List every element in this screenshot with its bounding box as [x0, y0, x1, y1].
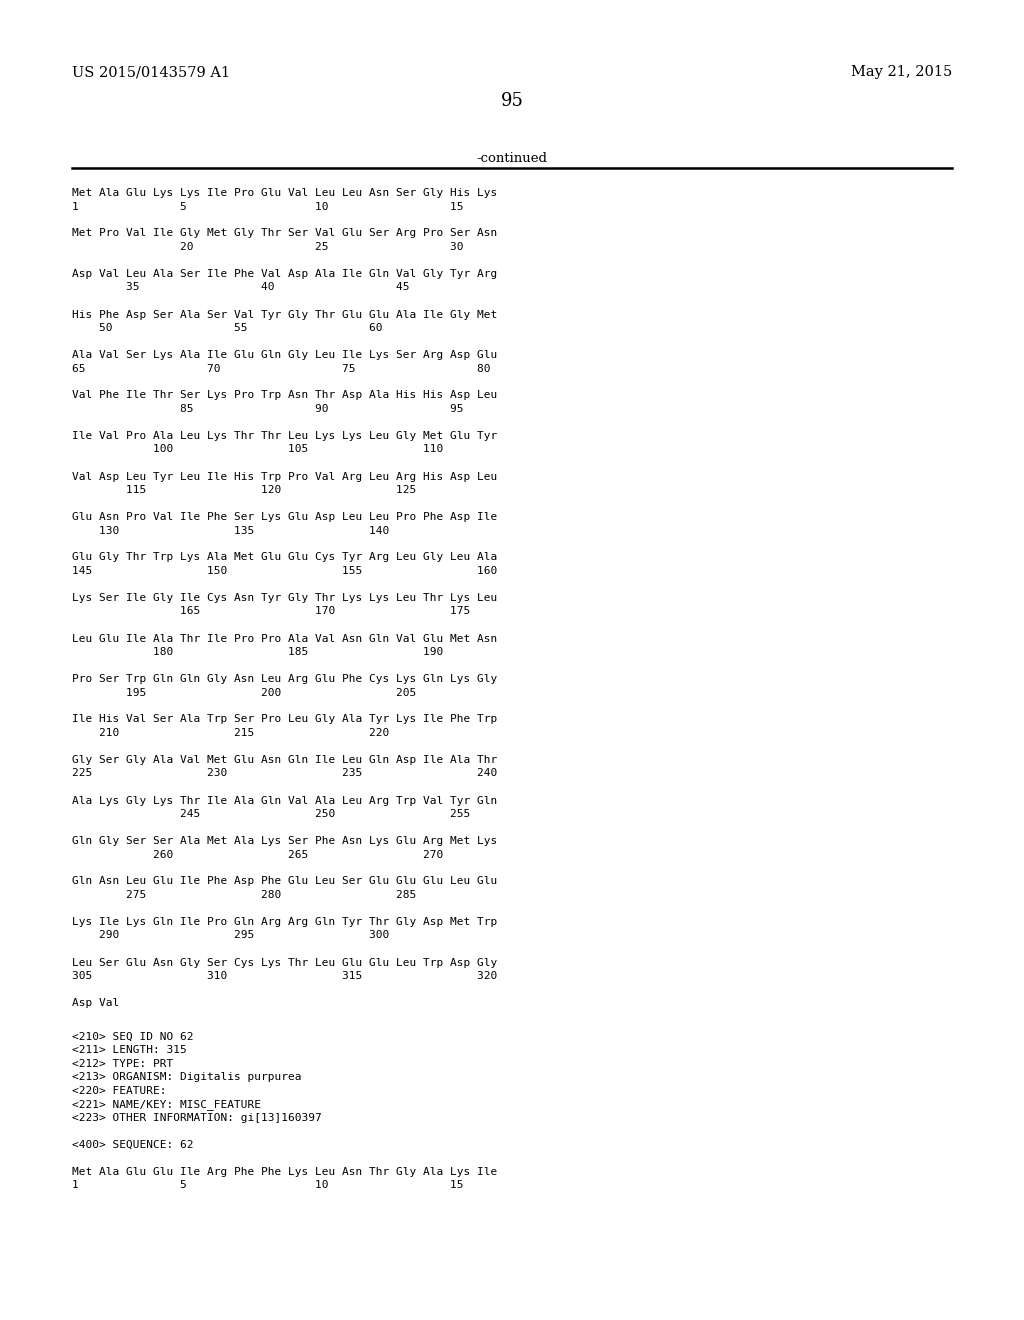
Text: Lys Ile Lys Gln Ile Pro Gln Arg Arg Gln Tyr Thr Gly Asp Met Trp: Lys Ile Lys Gln Ile Pro Gln Arg Arg Gln … [72, 917, 498, 927]
Text: Ala Lys Gly Lys Thr Ile Ala Gln Val Ala Leu Arg Trp Val Tyr Gln: Ala Lys Gly Lys Thr Ile Ala Gln Val Ala … [72, 796, 498, 805]
Text: 50                  55                  60: 50 55 60 [72, 323, 383, 333]
Text: 180                 185                 190: 180 185 190 [72, 647, 443, 657]
Text: <220> FEATURE:: <220> FEATURE: [72, 1086, 167, 1096]
Text: Val Phe Ile Thr Ser Lys Pro Trp Asn Thr Asp Ala His His Asp Leu: Val Phe Ile Thr Ser Lys Pro Trp Asn Thr … [72, 391, 498, 400]
Text: <400> SEQUENCE: 62: <400> SEQUENCE: 62 [72, 1139, 194, 1150]
Text: 20                  25                  30: 20 25 30 [72, 242, 464, 252]
Text: Gly Ser Gly Ala Val Met Glu Asn Gln Ile Leu Gln Asp Ile Ala Thr: Gly Ser Gly Ala Val Met Glu Asn Gln Ile … [72, 755, 498, 766]
Text: 210                 215                 220: 210 215 220 [72, 729, 389, 738]
Text: Val Asp Leu Tyr Leu Ile His Trp Pro Val Arg Leu Arg His Asp Leu: Val Asp Leu Tyr Leu Ile His Trp Pro Val … [72, 471, 498, 482]
Text: Gln Gly Ser Ser Ala Met Ala Lys Ser Phe Asn Lys Glu Arg Met Lys: Gln Gly Ser Ser Ala Met Ala Lys Ser Phe … [72, 836, 498, 846]
Text: <213> ORGANISM: Digitalis purpurea: <213> ORGANISM: Digitalis purpurea [72, 1072, 301, 1082]
Text: 225                 230                 235                 240: 225 230 235 240 [72, 768, 498, 779]
Text: His Phe Asp Ser Ala Ser Val Tyr Gly Thr Glu Glu Ala Ile Gly Met: His Phe Asp Ser Ala Ser Val Tyr Gly Thr … [72, 309, 498, 319]
Text: 65                  70                  75                  80: 65 70 75 80 [72, 363, 490, 374]
Text: May 21, 2015: May 21, 2015 [851, 65, 952, 79]
Text: Glu Gly Thr Trp Lys Ala Met Glu Glu Cys Tyr Arg Leu Gly Leu Ala: Glu Gly Thr Trp Lys Ala Met Glu Glu Cys … [72, 553, 498, 562]
Text: US 2015/0143579 A1: US 2015/0143579 A1 [72, 65, 230, 79]
Text: 1               5                   10                  15: 1 5 10 15 [72, 202, 464, 211]
Text: 195                 200                 205: 195 200 205 [72, 688, 416, 697]
Text: Glu Asn Pro Val Ile Phe Ser Lys Glu Asp Leu Leu Pro Phe Asp Ile: Glu Asn Pro Val Ile Phe Ser Lys Glu Asp … [72, 512, 498, 521]
Text: 145                 150                 155                 160: 145 150 155 160 [72, 566, 498, 576]
Text: Lys Ser Ile Gly Ile Cys Asn Tyr Gly Thr Lys Lys Leu Thr Lys Leu: Lys Ser Ile Gly Ile Cys Asn Tyr Gly Thr … [72, 593, 498, 603]
Text: Ile His Val Ser Ala Trp Ser Pro Leu Gly Ala Tyr Lys Ile Phe Trp: Ile His Val Ser Ala Trp Ser Pro Leu Gly … [72, 714, 498, 725]
Text: 130                 135                 140: 130 135 140 [72, 525, 389, 536]
Text: 245                 250                 255: 245 250 255 [72, 809, 470, 818]
Text: 305                 310                 315                 320: 305 310 315 320 [72, 972, 498, 981]
Text: Met Ala Glu Lys Lys Ile Pro Glu Val Leu Leu Asn Ser Gly His Lys: Met Ala Glu Lys Lys Ile Pro Glu Val Leu … [72, 187, 498, 198]
Text: <221> NAME/KEY: MISC_FEATURE: <221> NAME/KEY: MISC_FEATURE [72, 1100, 261, 1110]
Text: Asp Val: Asp Val [72, 998, 119, 1008]
Text: 1               5                   10                  15: 1 5 10 15 [72, 1180, 464, 1191]
Text: 260                 265                 270: 260 265 270 [72, 850, 443, 859]
Text: <223> OTHER INFORMATION: gi[13]160397: <223> OTHER INFORMATION: gi[13]160397 [72, 1113, 322, 1123]
Text: Gln Asn Leu Glu Ile Phe Asp Phe Glu Leu Ser Glu Glu Glu Leu Glu: Gln Asn Leu Glu Ile Phe Asp Phe Glu Leu … [72, 876, 498, 887]
Text: 95: 95 [501, 92, 523, 110]
Text: Pro Ser Trp Gln Gln Gly Asn Leu Arg Glu Phe Cys Lys Gln Lys Gly: Pro Ser Trp Gln Gln Gly Asn Leu Arg Glu … [72, 675, 498, 684]
Text: <211> LENGTH: 315: <211> LENGTH: 315 [72, 1045, 186, 1055]
Text: 100                 105                 110: 100 105 110 [72, 445, 443, 454]
Text: <210> SEQ ID NO 62: <210> SEQ ID NO 62 [72, 1032, 194, 1041]
Text: 290                 295                 300: 290 295 300 [72, 931, 389, 940]
Text: 275                 280                 285: 275 280 285 [72, 890, 416, 900]
Text: Leu Ser Glu Asn Gly Ser Cys Lys Thr Leu Glu Glu Leu Trp Asp Gly: Leu Ser Glu Asn Gly Ser Cys Lys Thr Leu … [72, 957, 498, 968]
Text: Leu Glu Ile Ala Thr Ile Pro Pro Ala Val Asn Gln Val Glu Met Asn: Leu Glu Ile Ala Thr Ile Pro Pro Ala Val … [72, 634, 498, 644]
Text: Met Ala Glu Glu Ile Arg Phe Phe Lys Leu Asn Thr Gly Ala Lys Ile: Met Ala Glu Glu Ile Arg Phe Phe Lys Leu … [72, 1167, 498, 1176]
Text: <212> TYPE: PRT: <212> TYPE: PRT [72, 1059, 173, 1069]
Text: 85                  90                  95: 85 90 95 [72, 404, 464, 414]
Text: 115                 120                 125: 115 120 125 [72, 484, 416, 495]
Text: 35                  40                  45: 35 40 45 [72, 282, 410, 293]
Text: Asp Val Leu Ala Ser Ile Phe Val Asp Ala Ile Gln Val Gly Tyr Arg: Asp Val Leu Ala Ser Ile Phe Val Asp Ala … [72, 269, 498, 279]
Text: 165                 170                 175: 165 170 175 [72, 606, 470, 616]
Text: Ala Val Ser Lys Ala Ile Glu Gln Gly Leu Ile Lys Ser Arg Asp Glu: Ala Val Ser Lys Ala Ile Glu Gln Gly Leu … [72, 350, 498, 360]
Text: -continued: -continued [476, 152, 548, 165]
Text: Ile Val Pro Ala Leu Lys Thr Thr Leu Lys Lys Leu Gly Met Glu Tyr: Ile Val Pro Ala Leu Lys Thr Thr Leu Lys … [72, 432, 498, 441]
Text: Met Pro Val Ile Gly Met Gly Thr Ser Val Glu Ser Arg Pro Ser Asn: Met Pro Val Ile Gly Met Gly Thr Ser Val … [72, 228, 498, 239]
